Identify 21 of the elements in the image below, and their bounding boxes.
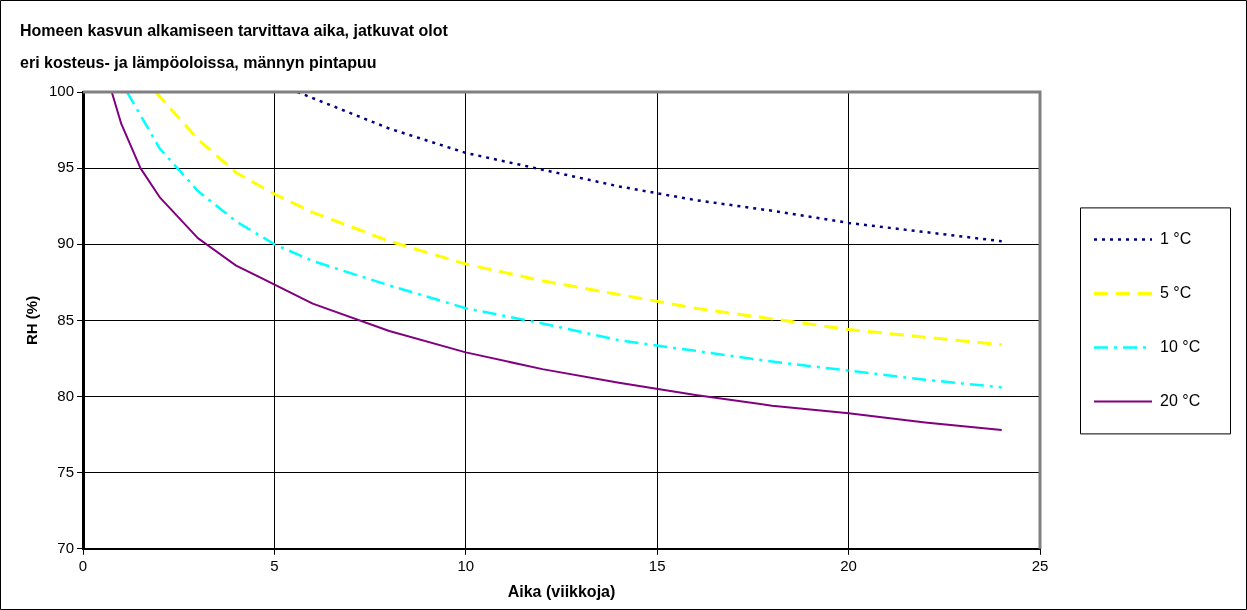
x-tick-label: 5 [270, 556, 279, 574]
y-tick-label: 90 [57, 234, 75, 252]
y-tick-label: 70 [57, 538, 75, 556]
x-tick-label: 0 [78, 556, 88, 574]
y-axis-title: RH (%) [23, 295, 41, 345]
y-tick-label: 100 [49, 82, 75, 100]
y-tick-label: 75 [57, 462, 75, 480]
y-tick-label: 95 [57, 158, 75, 176]
line-series [154, 92, 1004, 347]
x-axis-title: Aika (viikkoja) [507, 582, 616, 600]
x-tick-label: 10 [457, 556, 475, 574]
x-tick-label: 15 [648, 556, 666, 574]
x-tick-label: 20 [840, 556, 857, 574]
y-tick-label: 85 [57, 310, 75, 328]
chart-title: Homeen kasvun alkamiseen tarvittava aika, jatkuvat olot eri kosteus- ja lämpöoloissa, männyn pintapuu [20, 22, 449, 72]
y-tick-label: 80 [57, 386, 75, 404]
x-tick-label: 25 [1031, 556, 1049, 574]
legend-label: 20 °C [1160, 391, 1201, 409]
legend-label: 10 °C [1160, 337, 1201, 355]
legend-label: 1 °C [1160, 229, 1192, 247]
legend-label: 5 °C [1160, 283, 1192, 301]
